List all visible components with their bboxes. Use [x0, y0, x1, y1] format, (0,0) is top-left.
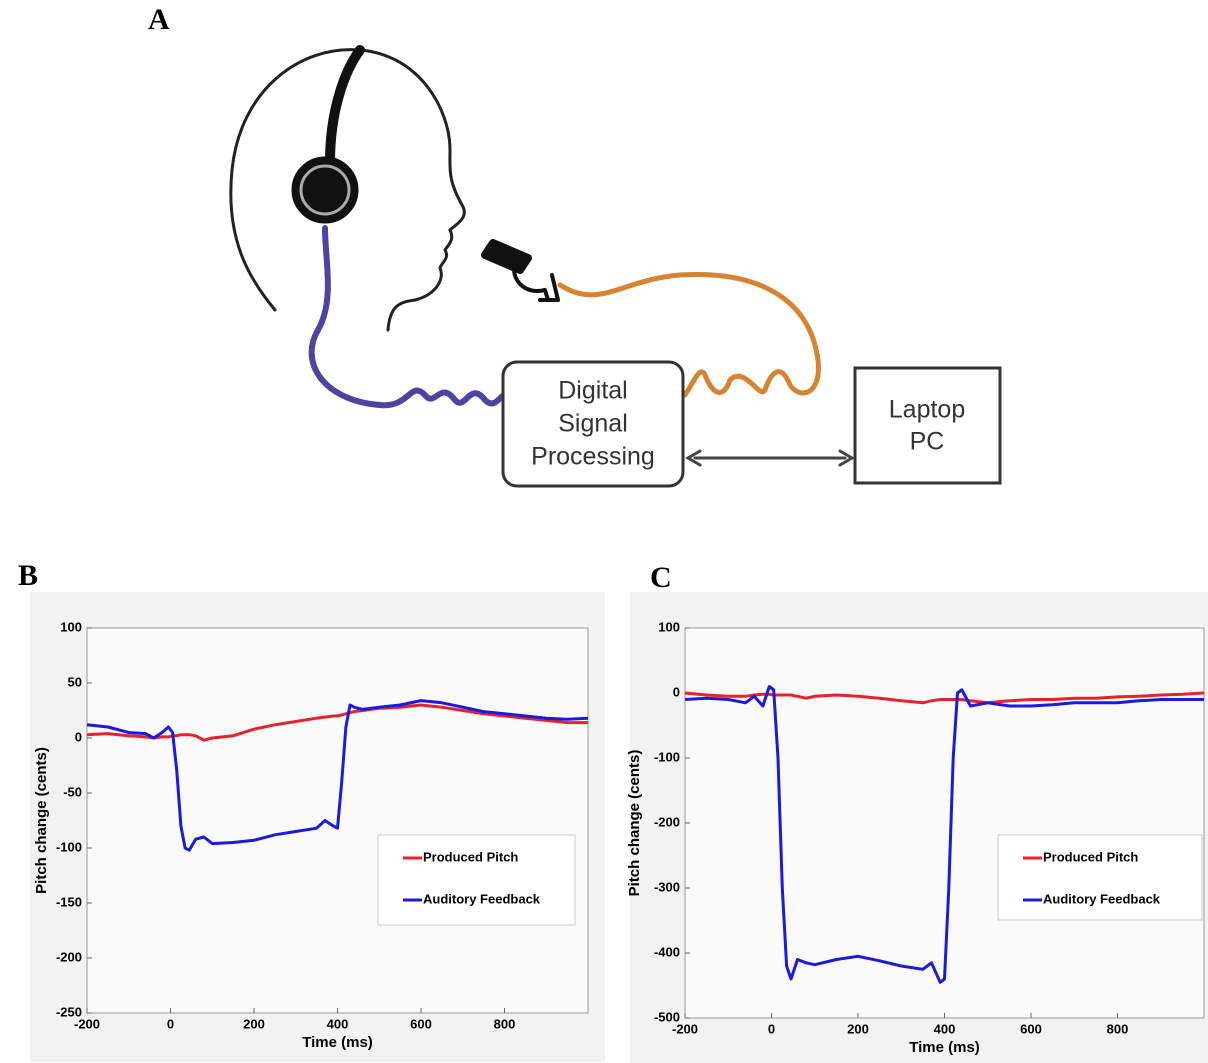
- y-tick-label: 100: [60, 619, 82, 634]
- panel-label: B: [18, 559, 38, 592]
- y-tick-label: -200: [654, 814, 680, 829]
- x-axis-label: Time (ms): [302, 1034, 373, 1051]
- mic-stand: [512, 260, 560, 302]
- x-tick-label: 400: [934, 1021, 956, 1036]
- y-tick-label: -200: [56, 949, 82, 964]
- x-axis-label: Time (ms): [909, 1039, 980, 1056]
- x-tick-label: 200: [243, 1016, 265, 1031]
- legend-label: Produced Pitch: [1043, 849, 1138, 864]
- box-label: PC: [910, 428, 945, 456]
- laptop-box: [853, 366, 1002, 485]
- head-outline: [229, 48, 466, 332]
- y-tick-label: -100: [654, 749, 680, 764]
- line-series: [684, 691, 1205, 705]
- line-series: [86, 699, 589, 852]
- box-label: Digital: [558, 377, 627, 405]
- y-tick-label: 100: [658, 619, 680, 634]
- y-axis-label: Pitch change (cents): [33, 747, 50, 894]
- y-tick-label: 0: [75, 729, 82, 744]
- x-tick-label: -200: [74, 1016, 100, 1031]
- y-tick-label: 0: [673, 684, 680, 699]
- box-label: Laptop: [889, 396, 965, 424]
- legend-label: Auditory Feedback: [1043, 891, 1161, 906]
- y-tick-label: -50: [63, 784, 82, 799]
- x-tick-label: 200: [847, 1021, 869, 1036]
- dsp-box: [501, 360, 685, 488]
- headphone-ring: [299, 164, 351, 216]
- y-tick-label: -150: [56, 894, 82, 909]
- x-tick-label: 600: [1020, 1021, 1042, 1036]
- line-series: [86, 703, 588, 742]
- arrow-head: [685, 449, 855, 467]
- y-tick-label: 50: [68, 674, 82, 689]
- y-axis-label: Pitch change (cents): [626, 750, 643, 897]
- headband: [325, 45, 365, 167]
- box-label: Processing: [531, 443, 655, 471]
- panel-label: A: [148, 3, 170, 36]
- y-tick-label: -300: [654, 879, 680, 894]
- x-tick-label: 0: [768, 1021, 775, 1036]
- x-tick-label: 400: [327, 1016, 349, 1031]
- x-tick-label: -200: [672, 1021, 698, 1036]
- legend-label: Produced Pitch: [423, 849, 518, 864]
- x-tick-label: 600: [410, 1016, 432, 1031]
- y-tick-label: -500: [654, 1009, 680, 1024]
- line-series: [684, 685, 1204, 984]
- legend: [997, 834, 1203, 921]
- x-tick-label: 0: [167, 1016, 174, 1031]
- headphone-cable: [308, 225, 508, 409]
- legend-label: Auditory Feedback: [423, 891, 541, 906]
- legend: [377, 834, 576, 926]
- panel-label: C: [650, 561, 672, 594]
- x-tick-label: 800: [1107, 1021, 1129, 1036]
- mic-cable: [557, 271, 821, 398]
- y-tick-label: -250: [56, 1004, 82, 1019]
- x-tick-label: 800: [494, 1016, 516, 1031]
- diagram: [229, 45, 1002, 488]
- y-tick-label: -400: [654, 944, 680, 959]
- box-label: Signal: [558, 410, 628, 438]
- microphone: [481, 239, 532, 274]
- y-tick-label: -100: [56, 839, 82, 854]
